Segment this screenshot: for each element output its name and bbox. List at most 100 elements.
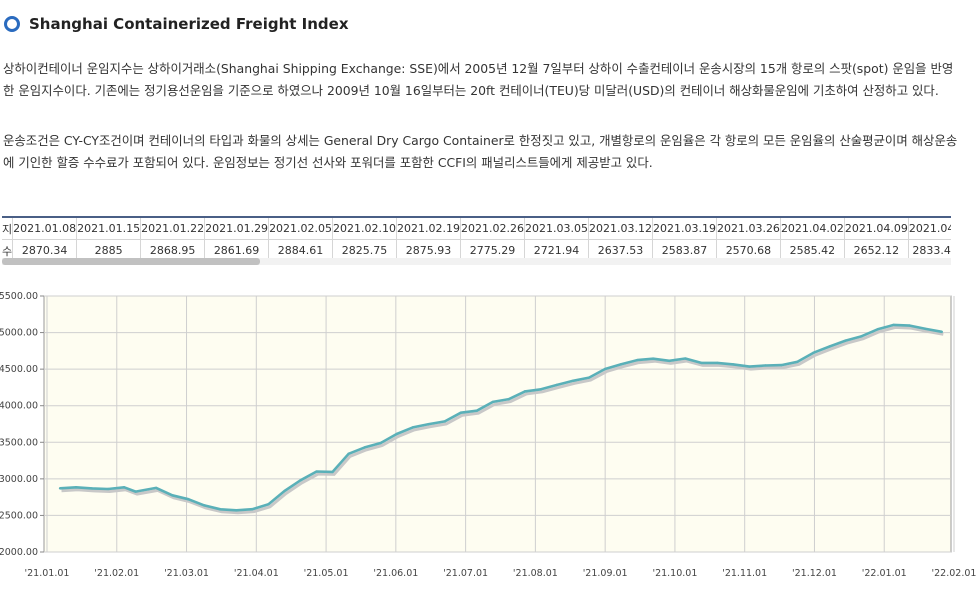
data-point xyxy=(251,507,254,511)
table-cell-date: 2021.04.09 xyxy=(844,218,909,240)
x-tick-label: '22.02.01 xyxy=(932,568,977,579)
data-point xyxy=(636,358,639,362)
data-point xyxy=(187,497,190,501)
table-cell-value: 2775.29 xyxy=(460,239,525,262)
data-point xyxy=(491,400,495,404)
table-cell-date: 2021.02.10 xyxy=(332,218,398,240)
page-title: Shanghai Containerized Freight Index xyxy=(29,15,349,33)
x-tick-label: '21.08.01 xyxy=(513,568,558,579)
table-cell-value: 2875.93 xyxy=(396,239,462,262)
data-point xyxy=(299,479,302,482)
grid-lines xyxy=(44,295,955,553)
series-line xyxy=(59,323,943,512)
data-point xyxy=(716,361,719,365)
data-point xyxy=(347,452,350,455)
data-point xyxy=(411,426,414,429)
data-point xyxy=(507,397,511,401)
data-point xyxy=(90,487,94,490)
table-cell-date: 2021.04.02 xyxy=(780,218,845,240)
x-tick-label: '21.02.01 xyxy=(94,568,139,579)
x-tick-label: '21.05.01 xyxy=(304,568,349,579)
data-point xyxy=(58,487,62,490)
data-point xyxy=(828,345,831,348)
x-tick-label: '21.06.01 xyxy=(373,568,418,579)
index-table-container[interactable]: 지 2021.01.08 2021.01.15 2021.01.22 2021.01.… xyxy=(2,216,951,268)
x-tick-label: '21.10.01 xyxy=(652,568,697,579)
y-axis-ticks: 5500.00 5000.00 4500.00 4000.00 3500.00 3000.… xyxy=(0,291,44,558)
horizontal-scrollbar-track[interactable] xyxy=(2,258,951,265)
data-point xyxy=(764,364,767,367)
data-point xyxy=(571,379,575,383)
data-point xyxy=(668,359,671,363)
description-paragraph-2: 운송조건은 CY-CY조건이며 컨테이너의 타입과 화물의 상세는 Genera… xyxy=(3,133,958,170)
data-point xyxy=(379,441,382,445)
data-point xyxy=(924,327,928,331)
series-points xyxy=(58,323,944,512)
y-tick-label: 3500.00 xyxy=(0,437,38,448)
data-point xyxy=(748,365,751,368)
data-point xyxy=(171,494,174,497)
y-tick-label: 2500.00 xyxy=(0,510,38,521)
data-point xyxy=(219,508,222,511)
table-cell-value: 2885 xyxy=(76,239,142,262)
y-tick-label: 4000.00 xyxy=(0,401,38,412)
circle-bullet-icon xyxy=(4,16,20,32)
data-point xyxy=(155,486,158,490)
table-cell-date: 2021.01.29 xyxy=(204,218,270,240)
table-cell-value: 2721.94 xyxy=(524,239,589,262)
x-tick-label: '21.09.01 xyxy=(583,568,628,579)
data-point xyxy=(283,489,286,493)
y-tick-label: 5500.00 xyxy=(0,291,38,302)
x-tick-label: '21.12.01 xyxy=(792,568,837,579)
data-point xyxy=(106,487,110,491)
data-point xyxy=(587,376,591,379)
table-cell-date: 2021.02.26 xyxy=(460,218,525,240)
x-tick-label: '21.07.01 xyxy=(443,568,488,579)
data-point xyxy=(892,323,895,327)
data-point xyxy=(74,486,78,489)
table-cell-value: 2585.42 xyxy=(780,239,845,262)
data-point xyxy=(235,509,238,512)
horizontal-scrollbar-thumb[interactable] xyxy=(2,258,260,265)
data-point xyxy=(122,486,126,489)
data-point xyxy=(812,351,815,354)
index-table: 지 2021.01.08 2021.01.15 2021.01.22 2021.01.… xyxy=(2,218,951,262)
x-tick-label: '22.01.01 xyxy=(862,568,907,579)
data-point xyxy=(443,420,447,423)
plot-background xyxy=(43,295,952,553)
x-tick-label: '21.01.01 xyxy=(25,568,70,579)
data-point xyxy=(684,357,687,360)
y-tick-label: 3000.00 xyxy=(0,474,38,485)
description-paragraph-1: 상하이컨테이너 운임지수는 상하이거래소(Shanghai Shipping E… xyxy=(3,61,954,98)
page-header: Shanghai Containerized Freight Index xyxy=(4,12,349,36)
data-point xyxy=(427,422,430,426)
data-point xyxy=(796,360,799,364)
y-tick-label: 5000.00 xyxy=(0,328,38,339)
table-row-dates: 지 2021.01.08 2021.01.15 2021.01.22 2021.01.… xyxy=(2,218,951,240)
data-point xyxy=(619,362,623,366)
data-point xyxy=(780,363,783,367)
table-cell-date: 2021.02.19 xyxy=(396,218,462,240)
x-axis-ticks: '21.01.01 '21.02.01 '21.03.01 '21.04.01 '21.… xyxy=(25,568,977,579)
table-cell-date: 2021.03.12 xyxy=(588,218,653,240)
table-cell-date: 2021.01.15 xyxy=(76,218,142,240)
data-point xyxy=(331,470,334,474)
data-point xyxy=(539,388,543,391)
data-point xyxy=(603,367,607,371)
data-point xyxy=(134,490,137,493)
x-tick-label: '21.03.01 xyxy=(164,568,209,579)
data-point xyxy=(203,504,206,507)
table-cell-date: 2021.03.26 xyxy=(716,218,781,240)
y-tick-label: 2000.00 xyxy=(0,547,38,558)
table-cell-date: 2021.03.19 xyxy=(652,218,717,240)
row-label-dates: 지 xyxy=(2,218,14,240)
table-cell-date: 2021.03.05 xyxy=(524,218,589,240)
data-point xyxy=(315,470,318,473)
data-point xyxy=(652,357,655,360)
table-cell-value: 2861.69 xyxy=(204,239,270,262)
data-point xyxy=(459,411,463,414)
table-cell-value: 2570.68 xyxy=(716,239,781,262)
data-point xyxy=(732,363,735,366)
x-tick-label: '21.11.01 xyxy=(722,568,767,579)
freight-index-line-chart: 5500.00 5000.00 4500.00 4000.00 3500.00 3000.… xyxy=(0,291,977,579)
